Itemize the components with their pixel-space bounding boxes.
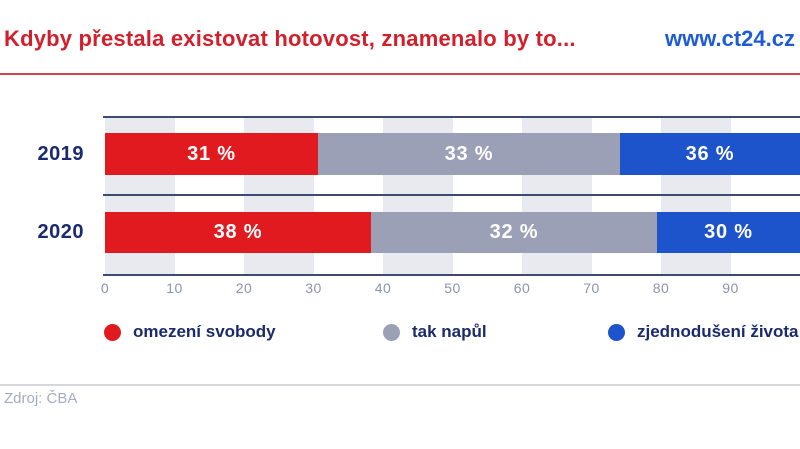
bar-segment: 30 % bbox=[657, 212, 800, 253]
source-label: Zdroj: ČBA bbox=[4, 390, 78, 407]
chart-title: Kdyby přestala existovat hotovost, zname… bbox=[4, 26, 576, 51]
legend-item: tak napůl bbox=[383, 316, 487, 348]
legend-swatch-dot bbox=[608, 323, 625, 341]
footer-divider bbox=[0, 384, 800, 386]
axis-tick-label: 20 bbox=[235, 280, 253, 296]
value-label: 32 % bbox=[489, 221, 539, 243]
year-label: 2019 bbox=[37, 143, 84, 165]
axis-tick-label: 70 bbox=[583, 280, 600, 296]
legend-label: omezení svobody bbox=[133, 322, 276, 341]
axis-tick-label: 90 bbox=[722, 280, 739, 296]
bar-segment: 38 % bbox=[105, 212, 371, 253]
plot-grid-line bbox=[103, 274, 800, 276]
bar-segment: 36 % bbox=[620, 133, 800, 175]
axis-tick-label: 10 bbox=[166, 280, 183, 296]
value-label: 31 % bbox=[187, 142, 236, 165]
axis-tick-label: 60 bbox=[513, 280, 531, 296]
axis-tick-label: 0 bbox=[100, 280, 110, 296]
plot-grid-line bbox=[103, 194, 800, 196]
value-label: 30 % bbox=[704, 221, 753, 243]
bar-segment: 31 % bbox=[105, 133, 318, 175]
bar-row: 31 % 33 % 36 % bbox=[105, 133, 800, 175]
header-divider bbox=[0, 73, 800, 75]
legend-item: omezení svobody bbox=[104, 316, 276, 348]
value-label: 33 % bbox=[444, 142, 494, 165]
bar-row: 38 % 32 % 30 % bbox=[105, 212, 800, 253]
axis-tick-label: 50 bbox=[444, 280, 461, 296]
axis-tick-label: 30 bbox=[305, 280, 322, 296]
bar-segment: 32 % bbox=[371, 212, 657, 253]
axis-tick-label: 80 bbox=[652, 280, 670, 296]
legend-item: zjednodušení života bbox=[608, 316, 799, 348]
site-url-label: www.ct24.cz bbox=[664, 26, 795, 51]
axis-tick-label: 40 bbox=[374, 280, 392, 296]
legend-swatch-dot bbox=[104, 323, 121, 341]
value-label: 36 % bbox=[685, 142, 735, 165]
legend-swatch-dot bbox=[383, 323, 400, 341]
year-label: 2020 bbox=[37, 221, 84, 243]
value-label: 38 % bbox=[213, 221, 263, 243]
plot-grid-line bbox=[103, 116, 800, 118]
bar-segment: 33 % bbox=[318, 133, 620, 175]
legend-label: tak napůl bbox=[412, 322, 487, 341]
legend-label: zjednodušení života bbox=[637, 322, 799, 341]
